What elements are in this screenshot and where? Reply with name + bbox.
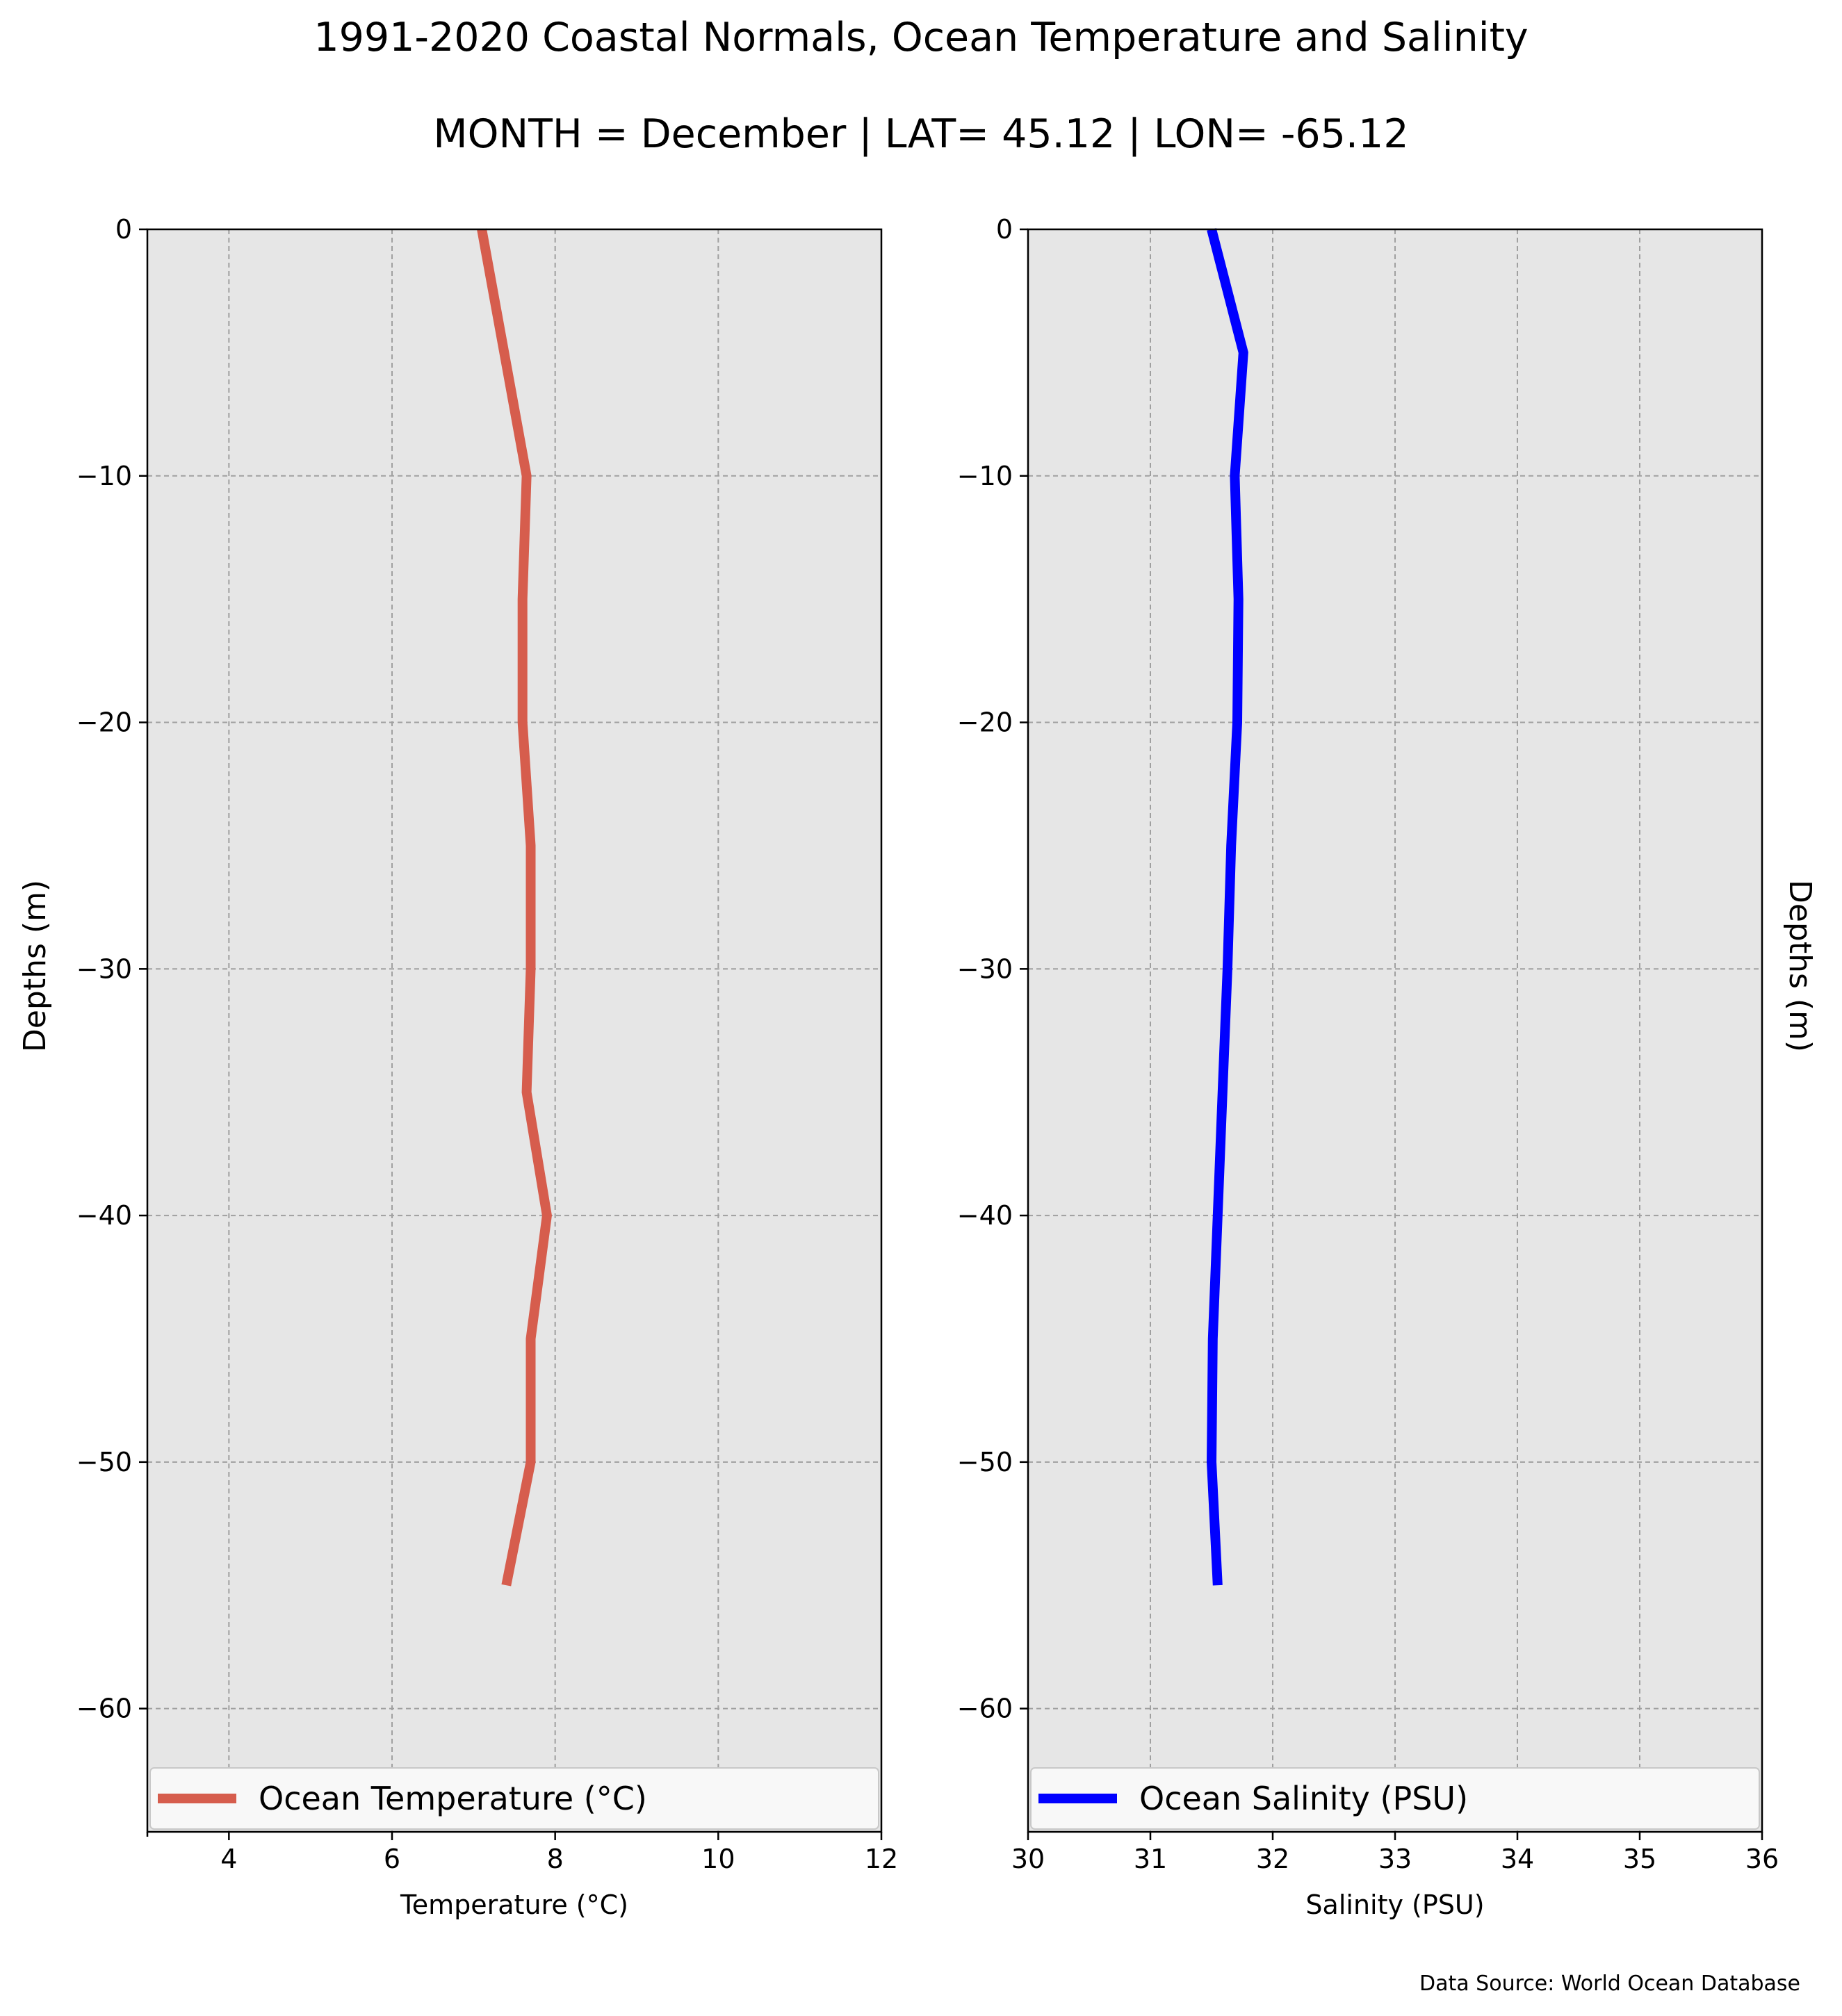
legend: Ocean Salinity (PSU) (1030, 1767, 1760, 1830)
legend-label: Ocean Salinity (PSU) (1139, 1780, 1468, 1817)
y-tick-label: 0 (996, 214, 1013, 245)
x-axis-label: Temperature (°C) (400, 1890, 628, 1920)
y-tick-label: −60 (957, 1694, 1013, 1724)
legend: Ocean Temperature (°C) (149, 1767, 879, 1830)
legend-box (1030, 1767, 1760, 1830)
temperature-ylabel: Depths (m) (17, 880, 53, 1052)
series-line (1206, 228, 1248, 1586)
x-tick-label: 33 (1378, 1844, 1412, 1874)
temperature-panel: 4 6 8 10 12 0 −10 −20 −30 −40 −50 −60 Temperature (°… (76, 214, 898, 1920)
chart-title: 1991-2020 Coastal Normals, Ocean Tempera… (313, 15, 1528, 60)
x-tick-label: 32 (1256, 1844, 1289, 1874)
plot-frame (146, 228, 883, 1833)
y-tick-label: −10 (76, 461, 132, 491)
x-tick-label: 34 (1501, 1844, 1534, 1874)
x-tick-label: 6 (384, 1844, 400, 1874)
y-tick-label: 0 (115, 214, 132, 245)
x-axis-label: Salinity (PSU) (1305, 1890, 1484, 1920)
x-tick-label: 31 (1134, 1844, 1167, 1874)
x-tick-label: 12 (865, 1844, 898, 1874)
data-source-note: Data Source: World Ocean Database (1419, 1972, 1800, 1996)
y-tick-label: −60 (76, 1694, 132, 1724)
series-line (477, 228, 552, 1587)
plot-background (147, 229, 881, 1832)
salinity-ylabel: Depths (m) (1782, 880, 1818, 1052)
y-tick-label: −50 (957, 1447, 1013, 1477)
y-tick-label: −40 (76, 1200, 132, 1231)
y-tick-label: −20 (957, 707, 1013, 738)
y-tick-label: −20 (76, 707, 132, 738)
y-tick-label: −10 (957, 461, 1013, 491)
chart-subtitle: MONTH = December | LAT= 45.12 | LON= -65… (433, 111, 1408, 157)
legend-label: Ocean Temperature (°C) (259, 1780, 647, 1817)
salinity-panel: 30 31 32 33 34 35 36 0 −10 −20 −30 −40 −50 −60 Salinit… (957, 214, 1779, 1920)
x-tick-label: 36 (1745, 1844, 1779, 1874)
y-tick-label: −50 (76, 1447, 132, 1477)
legend-box (149, 1767, 879, 1830)
x-tick-label: 10 (701, 1844, 735, 1874)
x-tick-label: 30 (1011, 1844, 1045, 1874)
x-tick-label: 8 (547, 1844, 564, 1874)
x-tick-label: 4 (220, 1844, 237, 1874)
y-tick-label: −30 (957, 953, 1013, 984)
y-tick-label: −30 (76, 953, 132, 984)
y-tick-label: −40 (957, 1200, 1013, 1231)
x-tick-label: 35 (1623, 1844, 1656, 1874)
